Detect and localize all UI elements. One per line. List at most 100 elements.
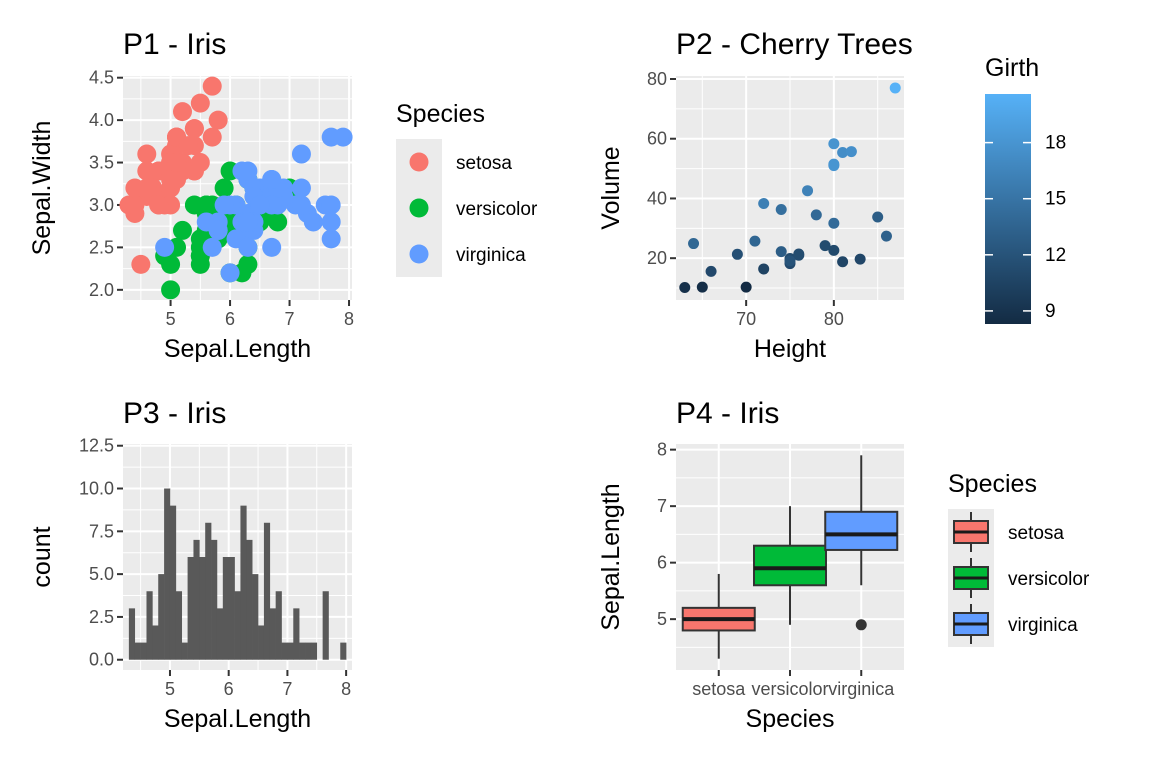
- p3-y-tick-label: 7.5: [89, 521, 114, 541]
- p1-point-virginica: [238, 237, 258, 257]
- p2-y-tick-label: 80: [647, 69, 667, 89]
- p2-x-tick-label: 80: [824, 309, 844, 329]
- p1-legend-marker-setosa: [409, 152, 429, 172]
- p4-legend-label-setosa: setosa: [1008, 523, 1064, 544]
- p2-point: [810, 209, 822, 221]
- p3-histogram-bar: [128, 608, 136, 660]
- p1-point-virginica: [202, 237, 222, 257]
- p2-point: [837, 146, 849, 158]
- p1-point-virginica: [291, 195, 311, 215]
- p2-point: [889, 82, 901, 94]
- p3-histogram-bar: [140, 642, 147, 660]
- p3-histogram-bar: [193, 539, 200, 660]
- p2-point: [784, 255, 796, 267]
- p2-colorbar: [985, 94, 1031, 324]
- p3-title: P3 - Iris: [123, 397, 226, 430]
- p3-histogram-bar: [310, 642, 318, 660]
- p2-point: [837, 256, 849, 268]
- p1-point-virginica: [291, 178, 311, 198]
- p2-colorbar-label: 12: [1045, 245, 1066, 266]
- p1-legend-label-versicolor: versicolor: [456, 199, 538, 220]
- p1-point-virginica: [262, 170, 282, 190]
- p4-box-virginica: [824, 510, 899, 551]
- p3-histogram-bar: [305, 642, 312, 660]
- p1-y-tick-label: 2.0: [89, 280, 114, 300]
- p1-point-setosa: [178, 136, 198, 156]
- p2-y-tick-label: 40: [647, 188, 667, 208]
- p2-y-tick-label: 20: [647, 248, 667, 268]
- p2-title: P2 - Cherry Trees: [676, 28, 913, 61]
- p1-point-setosa: [202, 127, 222, 147]
- p1-legend-label-virginica: virginica: [456, 245, 526, 266]
- p3-y-tick-label: 2.5: [89, 607, 114, 627]
- p1-point-setosa: [167, 153, 187, 173]
- p3-histogram-bar: [211, 539, 218, 660]
- p1-point-virginica: [250, 195, 270, 215]
- p1-x-axis-title: Sepal.Length: [164, 335, 311, 363]
- p1-point-setosa: [149, 195, 169, 215]
- p1-point-setosa: [190, 153, 210, 173]
- p2-point: [775, 204, 787, 216]
- p3-panel: 0.0 2.5 5.0 7.5 10.0 12.5 P3 - Iris Sepal.Lengt…: [28, 397, 352, 733]
- p3-histogram-bar: [246, 539, 253, 660]
- p2-point: [705, 265, 717, 277]
- p4-legend-title: Species: [948, 470, 1037, 498]
- p1-y-tick-label: 4.0: [89, 110, 114, 130]
- p3-histogram-bar: [216, 608, 224, 660]
- p2-colorbar-label: 15: [1045, 189, 1066, 210]
- p3-histogram-bar: [205, 522, 212, 660]
- p4-y-axis-title: Sepal.Length: [597, 483, 625, 630]
- p1-x-tick-label: 7: [285, 309, 295, 329]
- p2-point: [696, 281, 708, 293]
- p2-point: [793, 248, 805, 260]
- p2-x-tick-label: 70: [736, 309, 756, 329]
- p1-point-versicolor: [172, 220, 192, 240]
- p1-point-virginica: [262, 237, 282, 257]
- p2-y-axis-title: Volume: [597, 146, 625, 229]
- p1-point-versicolor: [238, 254, 258, 274]
- p2-point: [802, 185, 814, 197]
- p1-point-setosa: [131, 254, 151, 274]
- p1-legend: Species setosa versicolor virginica: [396, 100, 538, 277]
- p3-histogram-bar: [164, 488, 171, 660]
- p4-x-tick-label: versicolor: [751, 679, 828, 699]
- p3-histogram-bar: [258, 625, 265, 660]
- p1-point-setosa: [161, 170, 181, 190]
- p1-y-axis-title: Sepal.Width: [28, 121, 56, 256]
- p2-colorbar-label: 18: [1045, 133, 1066, 154]
- p3-y-tick-label: 12.5: [79, 436, 114, 456]
- p1-point-versicolor: [161, 254, 181, 274]
- p1-point-virginica: [321, 195, 341, 215]
- p1-point-setosa: [137, 178, 157, 198]
- p4-box-versicolor: [753, 544, 827, 587]
- p4-y-tick-label: 7: [657, 496, 667, 516]
- p2-point: [828, 138, 840, 150]
- p1-y-tick-label: 3.5: [89, 153, 114, 173]
- p2-colorbar-label: 9: [1045, 301, 1056, 322]
- p1-point-virginica: [214, 195, 234, 215]
- p3-histogram-bar: [287, 642, 294, 660]
- p1-point-setosa: [172, 102, 192, 122]
- p4-x-axis-title: Species: [746, 705, 835, 733]
- p2-point: [828, 160, 840, 172]
- p2-point: [828, 244, 840, 256]
- p4-outlier-virginica: [855, 619, 867, 631]
- p1-point-virginica: [220, 263, 240, 283]
- p3-histogram-bar: [269, 608, 276, 660]
- p4-y-tick-label: 5: [657, 609, 667, 629]
- p1-point-virginica: [208, 220, 228, 240]
- p1-point-setosa: [202, 76, 222, 96]
- p3-histogram-bar: [299, 642, 306, 660]
- p2-point: [740, 281, 752, 293]
- p1-point-virginica: [291, 144, 311, 164]
- p3-x-tick-label: 8: [341, 679, 351, 699]
- p3-histogram-bar: [340, 642, 347, 660]
- p2-point: [679, 281, 691, 293]
- p1-point-setosa: [125, 195, 145, 215]
- p3-histogram-bar: [252, 574, 259, 660]
- p3-histogram-bar: [293, 608, 300, 660]
- p1-y-tick-label: 3.0: [89, 195, 114, 215]
- p1-point-setosa: [184, 119, 204, 139]
- p1-panel: 2.0 2.5 3.0 3.5 4.0 4.5 P1 - Iris Sepal.Length S…: [28, 28, 354, 363]
- p1-legend-title: Species: [396, 100, 485, 128]
